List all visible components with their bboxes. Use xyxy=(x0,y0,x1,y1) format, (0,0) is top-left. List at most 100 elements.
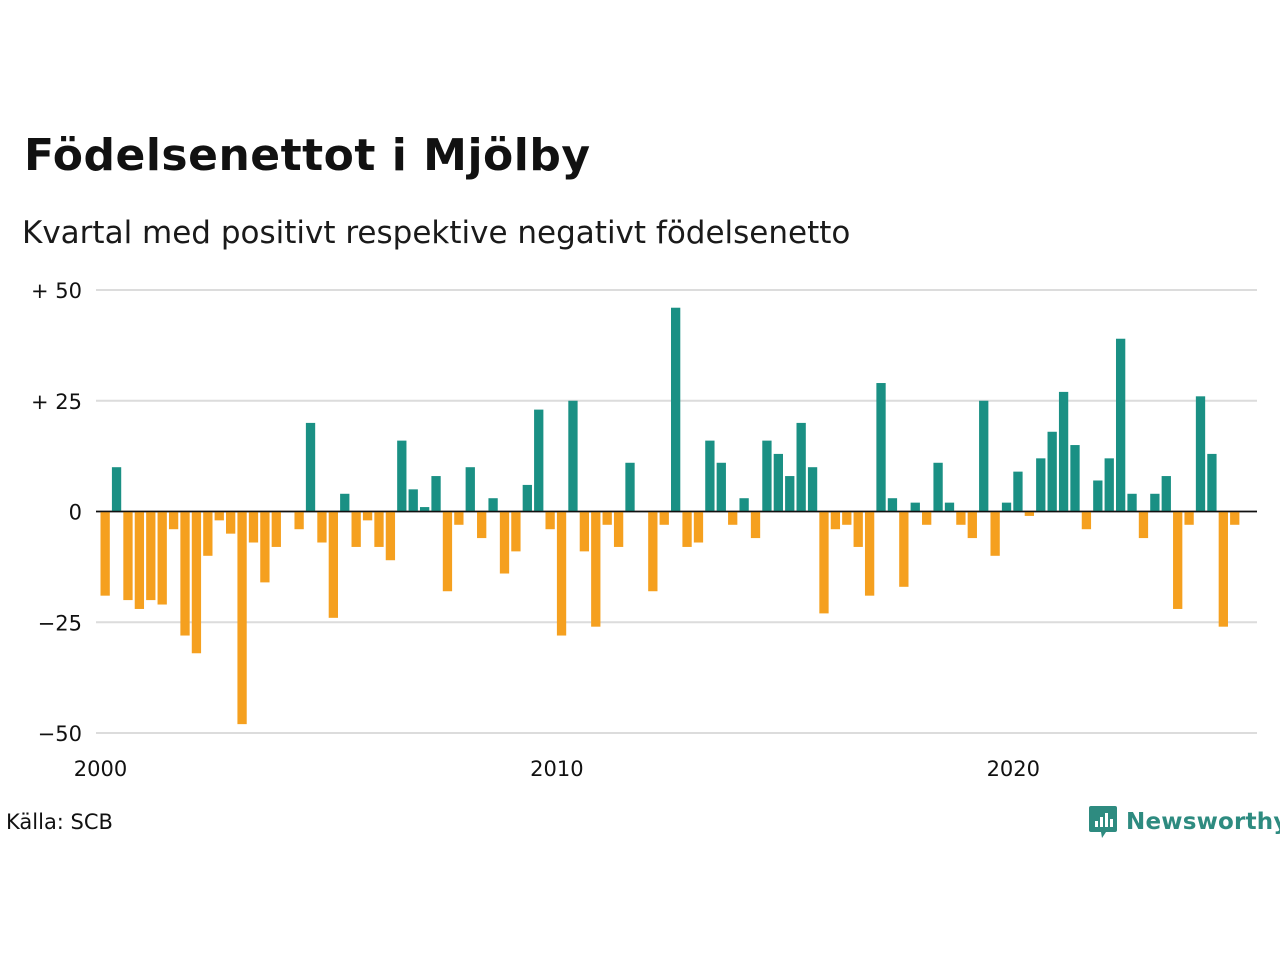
bar-positive xyxy=(1207,453,1217,512)
bar-positive xyxy=(1070,445,1080,512)
bar-positive xyxy=(762,440,772,512)
bar-positive xyxy=(522,484,532,512)
bar-negative xyxy=(191,511,202,654)
bar-positive xyxy=(910,502,920,512)
bar-positive xyxy=(1195,396,1206,512)
bar-negative xyxy=(728,511,738,525)
x-axis-labels: 2000 2010 2020 xyxy=(74,757,1040,781)
bar-negative xyxy=(602,511,612,525)
bar-positive xyxy=(1058,391,1069,512)
bar-negative xyxy=(899,511,909,587)
bar-negative xyxy=(556,511,567,636)
y-tick-label: 0 xyxy=(69,501,82,525)
bar-negative xyxy=(203,511,213,556)
bar-negative xyxy=(385,511,396,561)
bar-positive xyxy=(1001,502,1012,512)
bar-positive xyxy=(1104,458,1114,512)
bar-negative xyxy=(1024,511,1035,516)
bar-negative xyxy=(477,511,487,539)
bar-negative xyxy=(237,511,247,725)
bar-positive xyxy=(773,453,783,512)
bar-negative xyxy=(1184,511,1194,525)
y-tick-label: −50 xyxy=(38,722,82,746)
bar-negative xyxy=(819,511,829,614)
bar-negative xyxy=(967,511,977,539)
bar-negative xyxy=(750,511,761,539)
bar-negative xyxy=(351,511,361,547)
bar-positive xyxy=(1093,480,1103,512)
y-axis-labels: + 50 + 25 0 −25 −50 xyxy=(31,279,82,746)
bar-negative xyxy=(260,511,270,583)
x-tick-label: 2000 xyxy=(74,757,127,781)
bar-positive xyxy=(465,467,475,512)
bar-negative xyxy=(100,511,110,596)
bar-positive xyxy=(1115,338,1126,512)
bar-negative xyxy=(168,511,179,530)
x-tick-label: 2020 xyxy=(987,757,1040,781)
bar-negative xyxy=(842,511,852,525)
brand-name: Newsworthy xyxy=(1126,809,1280,835)
bar-positive xyxy=(1013,471,1023,512)
bar-negative xyxy=(248,511,259,543)
chart-title: Födelsenettot i Mjölby xyxy=(24,130,591,181)
bar-positive xyxy=(739,498,749,512)
bar-negative xyxy=(134,511,145,609)
bar-negative xyxy=(1173,511,1183,609)
source-label: Källa: SCB xyxy=(6,810,113,834)
bar-positive xyxy=(796,422,806,512)
bar-negative xyxy=(146,511,156,601)
bar-positive xyxy=(1161,476,1171,512)
bar-positive xyxy=(671,307,681,512)
bar-negative xyxy=(328,511,338,618)
bar-positive xyxy=(1127,493,1137,512)
bar-negative xyxy=(545,511,555,530)
bar-negative xyxy=(922,511,932,525)
bar-negative xyxy=(374,511,384,547)
bar-positive xyxy=(397,440,407,512)
brand-logo: Newsworthy xyxy=(1088,804,1280,840)
bar-positive xyxy=(534,409,544,512)
bar-positive xyxy=(1047,431,1057,512)
y-tick-label: −25 xyxy=(38,611,82,635)
bar-negative xyxy=(990,511,1000,556)
bar-positive xyxy=(625,462,635,512)
bar-negative xyxy=(693,511,704,543)
bar-positive xyxy=(568,400,578,512)
bars xyxy=(96,307,1257,725)
bar-positive xyxy=(785,476,795,512)
bar-negative xyxy=(613,511,624,547)
x-tick-label: 2010 xyxy=(530,757,583,781)
bar-negative xyxy=(682,511,692,547)
bar-positive xyxy=(419,507,430,512)
bar-positive xyxy=(944,502,955,512)
bar-negative xyxy=(579,511,590,552)
bar-negative xyxy=(499,511,510,574)
bar-negative xyxy=(853,511,863,547)
bar-negative xyxy=(226,511,236,534)
bar-positive xyxy=(887,498,898,512)
bar-positive xyxy=(1036,458,1046,512)
y-tick-label: + 50 xyxy=(31,279,82,303)
bar-negative xyxy=(956,511,966,525)
bar-negative xyxy=(442,511,453,592)
bar-negative xyxy=(864,511,875,596)
bar-positive xyxy=(1150,493,1160,512)
bar-positive xyxy=(305,422,316,512)
bar-positive xyxy=(876,383,886,512)
bar-negative xyxy=(830,511,841,530)
bar-positive xyxy=(431,476,441,512)
newsworthy-logo-icon xyxy=(1089,806,1117,838)
bar-negative xyxy=(648,511,658,592)
bar-positive xyxy=(807,467,818,512)
bar-positive xyxy=(716,462,726,512)
bar-positive xyxy=(408,489,418,512)
bar-negative xyxy=(317,511,327,543)
bar-negative xyxy=(511,511,521,552)
bar-negative xyxy=(180,511,190,636)
bar-negative xyxy=(659,511,669,525)
bar-positive xyxy=(488,498,498,512)
bar-negative xyxy=(1138,511,1149,539)
chart-subtitle: Kvartal med positivt respektive negativt… xyxy=(22,215,851,251)
bar-negative xyxy=(214,511,224,521)
